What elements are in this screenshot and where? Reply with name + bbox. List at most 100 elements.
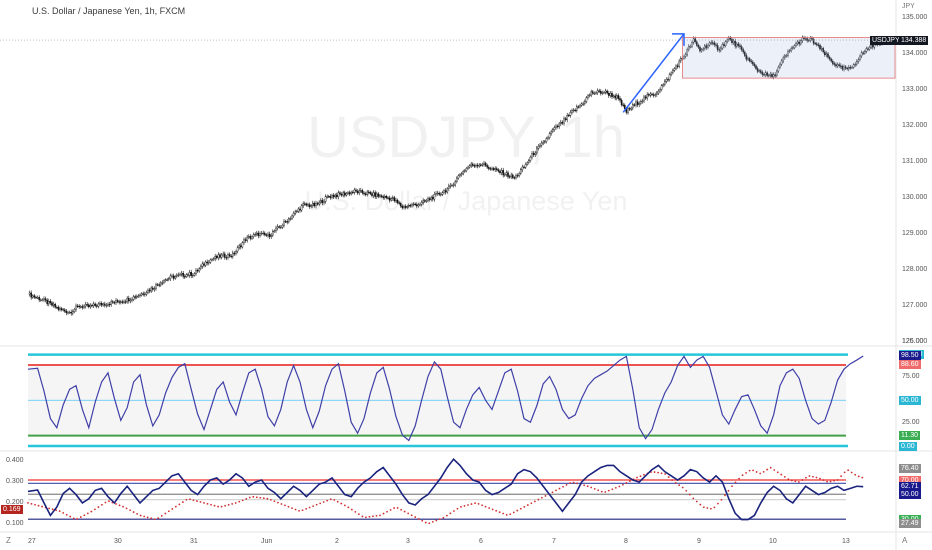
candle-body [119, 301, 122, 303]
candle-body [467, 166, 469, 169]
candle-body [369, 192, 372, 194]
oscillator-1-pane [27, 353, 864, 448]
timezone-icon[interactable]: Z [6, 536, 11, 545]
candle-body [676, 65, 679, 67]
candle-body [164, 279, 167, 281]
candle-body [544, 141, 546, 143]
candle-body [505, 172, 508, 175]
osc2-dot [421, 519, 424, 522]
candle-body [32, 295, 34, 298]
candle-body [628, 108, 631, 110]
candle-body [111, 301, 114, 303]
candle-body [275, 227, 277, 232]
candle-body [396, 200, 399, 203]
candle-body [555, 125, 557, 128]
candle-body [723, 44, 725, 46]
candle-body [532, 153, 535, 155]
candle-body [33, 295, 36, 298]
osc2-dot [424, 521, 427, 524]
candle-body [212, 258, 215, 260]
candle-body [790, 47, 792, 51]
osc2-value-tag: 27.49 [899, 519, 921, 529]
osc2-dot [850, 471, 853, 474]
candle-body [844, 66, 847, 69]
candle-body [867, 48, 869, 50]
candle-body [798, 41, 800, 45]
candle-body [508, 176, 511, 178]
candle-body [283, 221, 285, 226]
osc2-dot [572, 481, 575, 484]
candle-body [199, 266, 202, 269]
osc2-dot [122, 505, 124, 508]
candle-body [227, 254, 229, 258]
candle-body [782, 57, 784, 62]
candle-body [694, 38, 696, 42]
candle-body [358, 190, 361, 194]
candle-body [697, 45, 700, 48]
candle-body [99, 303, 101, 305]
osc2-dot [118, 504, 121, 507]
candle-body [100, 303, 103, 306]
candle-body [235, 251, 237, 255]
candle-body [612, 95, 615, 97]
osc2-dot [51, 508, 54, 511]
candle-body [801, 37, 804, 42]
osc2-dot [583, 484, 586, 487]
time-tick-label: 13 [842, 538, 850, 545]
candle-body [347, 192, 349, 194]
candle-body [592, 91, 594, 94]
candle-body [536, 147, 538, 154]
candle-body [377, 193, 380, 197]
candle-body [580, 103, 583, 106]
candle-body [336, 194, 338, 198]
candle-body [494, 168, 497, 170]
osc2-dot [847, 469, 850, 472]
osc2-dot [611, 488, 614, 491]
candle-body [46, 300, 48, 305]
candle-body [79, 306, 82, 308]
auto-scale-button[interactable]: A [902, 536, 908, 545]
time-tick-label: 8 [624, 538, 628, 545]
candle-body [241, 242, 244, 248]
osc2-dot [840, 475, 843, 478]
candle-body [481, 164, 484, 166]
candle-body [246, 236, 249, 241]
candle-body [705, 45, 708, 48]
candle-body [712, 42, 714, 44]
candle-body [286, 221, 289, 223]
candle-body [145, 292, 148, 295]
candle-body [731, 39, 733, 43]
osc2-dot [727, 489, 730, 492]
osc2-dot [593, 487, 596, 490]
candle-body [500, 170, 503, 173]
candle-body [129, 299, 132, 302]
candle-body [390, 198, 393, 201]
osc2-dot [160, 514, 163, 517]
osc1-value-tag: 98.50 [899, 351, 921, 361]
candle-body [638, 103, 640, 105]
candle-body [252, 234, 255, 237]
candle-body [239, 245, 242, 248]
candle-body [95, 305, 98, 307]
candle-body [225, 257, 228, 259]
candle-body [476, 165, 479, 167]
candle-body [105, 304, 108, 307]
candle-body [243, 239, 245, 243]
candle-body [496, 168, 498, 171]
osc2-dot [819, 477, 821, 480]
candle-body [167, 278, 170, 280]
time-tick-label: 10 [769, 538, 777, 545]
osc2-dot [797, 481, 800, 483]
candle-body [139, 294, 141, 297]
candle-body [36, 297, 39, 299]
osc2-dot [488, 507, 491, 509]
candle-body [348, 192, 351, 195]
candle-body [803, 37, 805, 39]
osc1-line [27, 355, 864, 442]
osc2-dot [762, 470, 765, 473]
candle-body [454, 181, 457, 186]
osc2-dot [157, 517, 160, 520]
candle-body [547, 137, 549, 139]
price-tick-label: 134.000 [902, 50, 928, 57]
candle-body [49, 301, 52, 304]
